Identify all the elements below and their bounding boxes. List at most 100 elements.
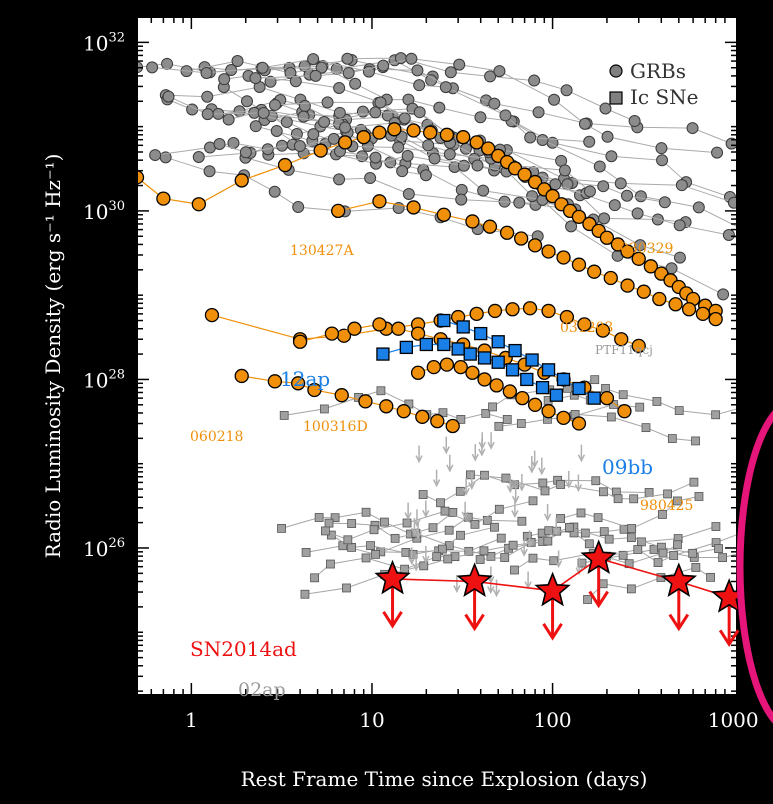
point-030329 [465, 214, 480, 229]
sn-point [517, 516, 527, 526]
grb-point [392, 141, 405, 154]
sn-track [581, 548, 736, 564]
grb-point [161, 57, 174, 70]
point-130427a [439, 127, 455, 142]
grb-point [201, 108, 214, 121]
grb-point [727, 196, 736, 209]
point-130427a [372, 125, 387, 140]
point-130427a [599, 230, 615, 245]
limit-arrow-head [453, 585, 461, 594]
sn-point [577, 558, 587, 568]
point-100316d [477, 372, 492, 387]
point-130427a [423, 125, 438, 140]
sn-point [694, 492, 704, 501]
point-031203 [505, 302, 520, 317]
y-tick-label: 1026 [83, 536, 125, 561]
sn-point [437, 544, 447, 554]
grb-track [152, 58, 590, 143]
sn-point [584, 539, 594, 549]
point-030329 [681, 302, 697, 317]
sn-point [718, 553, 728, 563]
sn-point [475, 555, 485, 564]
grb-point [342, 66, 355, 79]
sn-point [508, 540, 518, 550]
sn-point [321, 526, 330, 536]
grb-track [270, 68, 736, 145]
point-030329 [406, 200, 421, 215]
y-axis-label: Radio Luminosity Density (erg s⁻¹ Hz⁻¹) [41, 154, 65, 559]
point-060218 [396, 404, 411, 419]
grb-point [455, 193, 468, 206]
limit-arrow-head-sn2014ad [464, 613, 485, 632]
grb-point [433, 101, 446, 114]
legend-marker-grb [609, 64, 623, 78]
sn-point [613, 494, 623, 504]
point-031203 [631, 338, 646, 354]
grb-point [673, 219, 686, 232]
point-031203 [577, 317, 592, 332]
limit-arrow-head [554, 560, 563, 569]
series-line-09bb [443, 319, 595, 399]
sn-point [583, 595, 592, 604]
point-060218 [358, 394, 373, 409]
grb-point [722, 229, 735, 242]
grb-point [528, 74, 541, 87]
sn-point [347, 542, 357, 552]
grb-point [453, 58, 466, 71]
point-060218 [267, 374, 283, 389]
sn-point [444, 525, 454, 535]
grb-point [457, 159, 470, 172]
sn-point [543, 536, 553, 546]
sn-point [714, 544, 723, 553]
sn-point [599, 527, 609, 537]
limit-arrow-head [415, 455, 423, 464]
sn-point [494, 421, 504, 431]
point-030329 [571, 257, 587, 272]
sn-point [419, 561, 429, 571]
grb-point [307, 128, 320, 141]
grb-point [499, 109, 512, 122]
point-09bb [437, 313, 451, 328]
grb-point [374, 96, 387, 109]
point-09bb [525, 353, 539, 367]
sn-point [314, 513, 324, 522]
sn-point [604, 534, 614, 544]
sn-point [428, 523, 438, 533]
sn2014ad-layer [374, 539, 748, 648]
grb-track [245, 157, 569, 205]
y-tick-label: 1032 [83, 30, 125, 55]
point-130427a [469, 135, 484, 150]
grb-point [315, 61, 328, 74]
grb-point [658, 196, 671, 209]
point-100316d [515, 390, 530, 406]
sn-point [658, 548, 668, 558]
grb-point [655, 142, 668, 155]
sn-track [284, 390, 508, 420]
grb-point [293, 140, 306, 153]
sn-point [564, 523, 574, 532]
grb-point [614, 177, 627, 190]
sn-point [626, 584, 636, 594]
limit-arrow-head [487, 441, 495, 450]
grb-point [583, 135, 596, 148]
sn-point [301, 547, 311, 557]
grb-point [333, 173, 346, 186]
annotation-label: 09bb [602, 455, 653, 479]
grb-point [339, 121, 352, 134]
point-12ap [491, 355, 505, 369]
point-09bb [491, 335, 505, 349]
sn-point [593, 513, 603, 523]
sn-point [418, 490, 428, 499]
point-031203 [487, 303, 503, 319]
point-060218 [445, 418, 460, 434]
point-100316d [489, 378, 504, 393]
sn-point [480, 470, 489, 480]
point-130427a [545, 188, 560, 204]
limit-arrow-head [575, 567, 583, 576]
grb-point [484, 70, 497, 83]
point-12ap [419, 337, 433, 352]
sn-point [759, 391, 767, 399]
limit-arrow-head [543, 513, 552, 522]
point-130427a [517, 167, 532, 182]
grb-point [297, 110, 310, 123]
